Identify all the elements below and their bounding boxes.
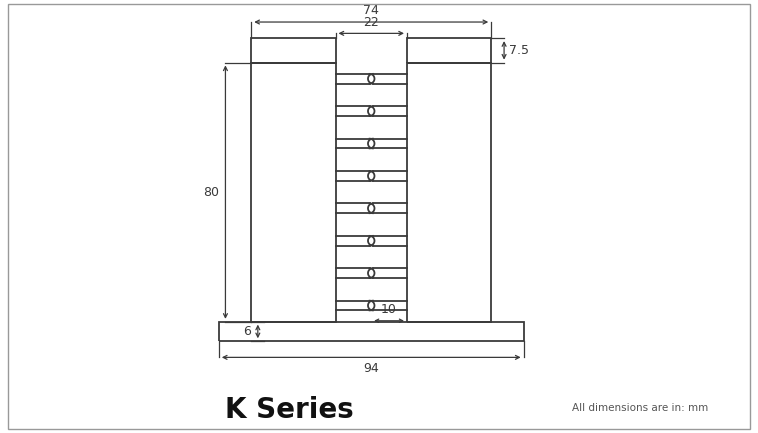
Text: 80: 80 [203, 186, 219, 199]
Text: 94: 94 [363, 362, 379, 375]
Text: 10: 10 [381, 303, 397, 316]
Text: 7.5: 7.5 [509, 44, 529, 57]
Text: 22: 22 [363, 16, 379, 29]
Text: All dimensions are in: mm: All dimensions are in: mm [572, 403, 709, 413]
Text: 74: 74 [363, 4, 379, 17]
Text: 6: 6 [243, 325, 252, 338]
Text: K Series: K Series [225, 396, 354, 424]
